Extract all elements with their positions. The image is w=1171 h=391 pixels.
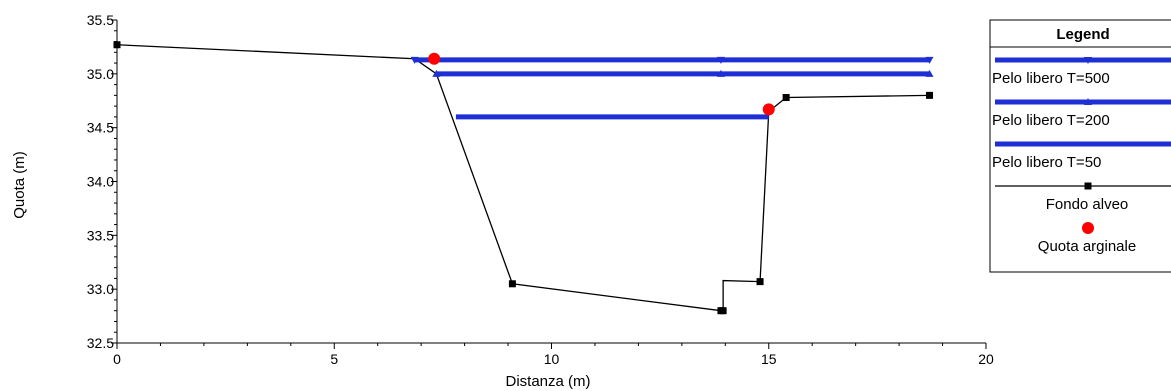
series-1 [432, 69, 934, 77]
legend-entry-2: Pelo libero T=50 [992, 141, 1171, 171]
series-0-marker [925, 56, 934, 64]
legend-swatch-marker [1082, 222, 1094, 234]
series-3 [113, 41, 934, 315]
series-1-marker [432, 69, 441, 77]
series-0-marker [410, 56, 419, 64]
series-layer [113, 41, 934, 315]
series-3-marker [782, 94, 790, 102]
legend-swatch-marker [1084, 98, 1092, 105]
series-1-marker [925, 69, 934, 77]
y-tick-label: 34.0 [87, 174, 114, 190]
x-tick-label: 10 [544, 351, 560, 367]
y-tick-label: 33.5 [87, 227, 114, 243]
legend-swatch-marker [1084, 57, 1092, 64]
axes: 32.5 33.0 33.5 34.0 34.5 35.0 35.5 0 5 10 15 20 [87, 12, 994, 367]
series-4-point [428, 52, 441, 65]
series-3-marker [756, 278, 764, 286]
series-0-marker [716, 56, 725, 64]
series-1-marker [716, 69, 725, 77]
series-3-marker [926, 91, 934, 99]
legend-entry-0: Pelo libero T=500 [992, 57, 1171, 87]
legend-label: Quota arginale [1038, 238, 1136, 255]
legend-label: Pelo libero T=200 [992, 112, 1110, 129]
legend-title: Legend [1056, 26, 1109, 43]
series-3-marker [113, 41, 121, 49]
y-tick-label: 33.0 [87, 281, 114, 297]
y-tick-label: 35.0 [87, 66, 114, 82]
x-axis-title: Distanza (m) [505, 373, 590, 390]
legend-entries: Pelo libero T=500 Pelo libero T=200 Pelo l… [992, 57, 1171, 255]
y-tick-label: 35.5 [87, 12, 114, 28]
legend-label: Pelo libero T=500 [992, 70, 1110, 87]
x-tick-label: 0 [113, 351, 121, 367]
legend-label: Fondo alveo [1046, 196, 1129, 213]
series-3-marker [508, 280, 516, 288]
legend-entry-4: Quota arginale [1038, 222, 1136, 255]
series-4-point [762, 103, 775, 116]
y-axis-title: Quota (m) [11, 151, 28, 219]
legend-entry-1: Pelo libero T=200 [992, 98, 1171, 129]
legend: Legend Pelo libero T=500 Pelo libero T=20… [989, 19, 1171, 273]
legend-entry-3: Fondo alveo [995, 182, 1171, 213]
x-tick-label: 20 [978, 351, 994, 367]
y-tick-label: 34.5 [87, 120, 114, 136]
x-tick-label: 15 [761, 351, 777, 367]
series-4 [428, 52, 775, 116]
series-0 [410, 56, 934, 64]
series-3-line [116, 44, 930, 312]
y-tick-label: 32.5 [87, 335, 114, 351]
x-tick-label: 5 [330, 351, 338, 367]
legend-swatch-marker [1084, 182, 1092, 190]
series-3-marker [719, 307, 727, 315]
legend-label: Pelo libero T=50 [992, 154, 1101, 171]
